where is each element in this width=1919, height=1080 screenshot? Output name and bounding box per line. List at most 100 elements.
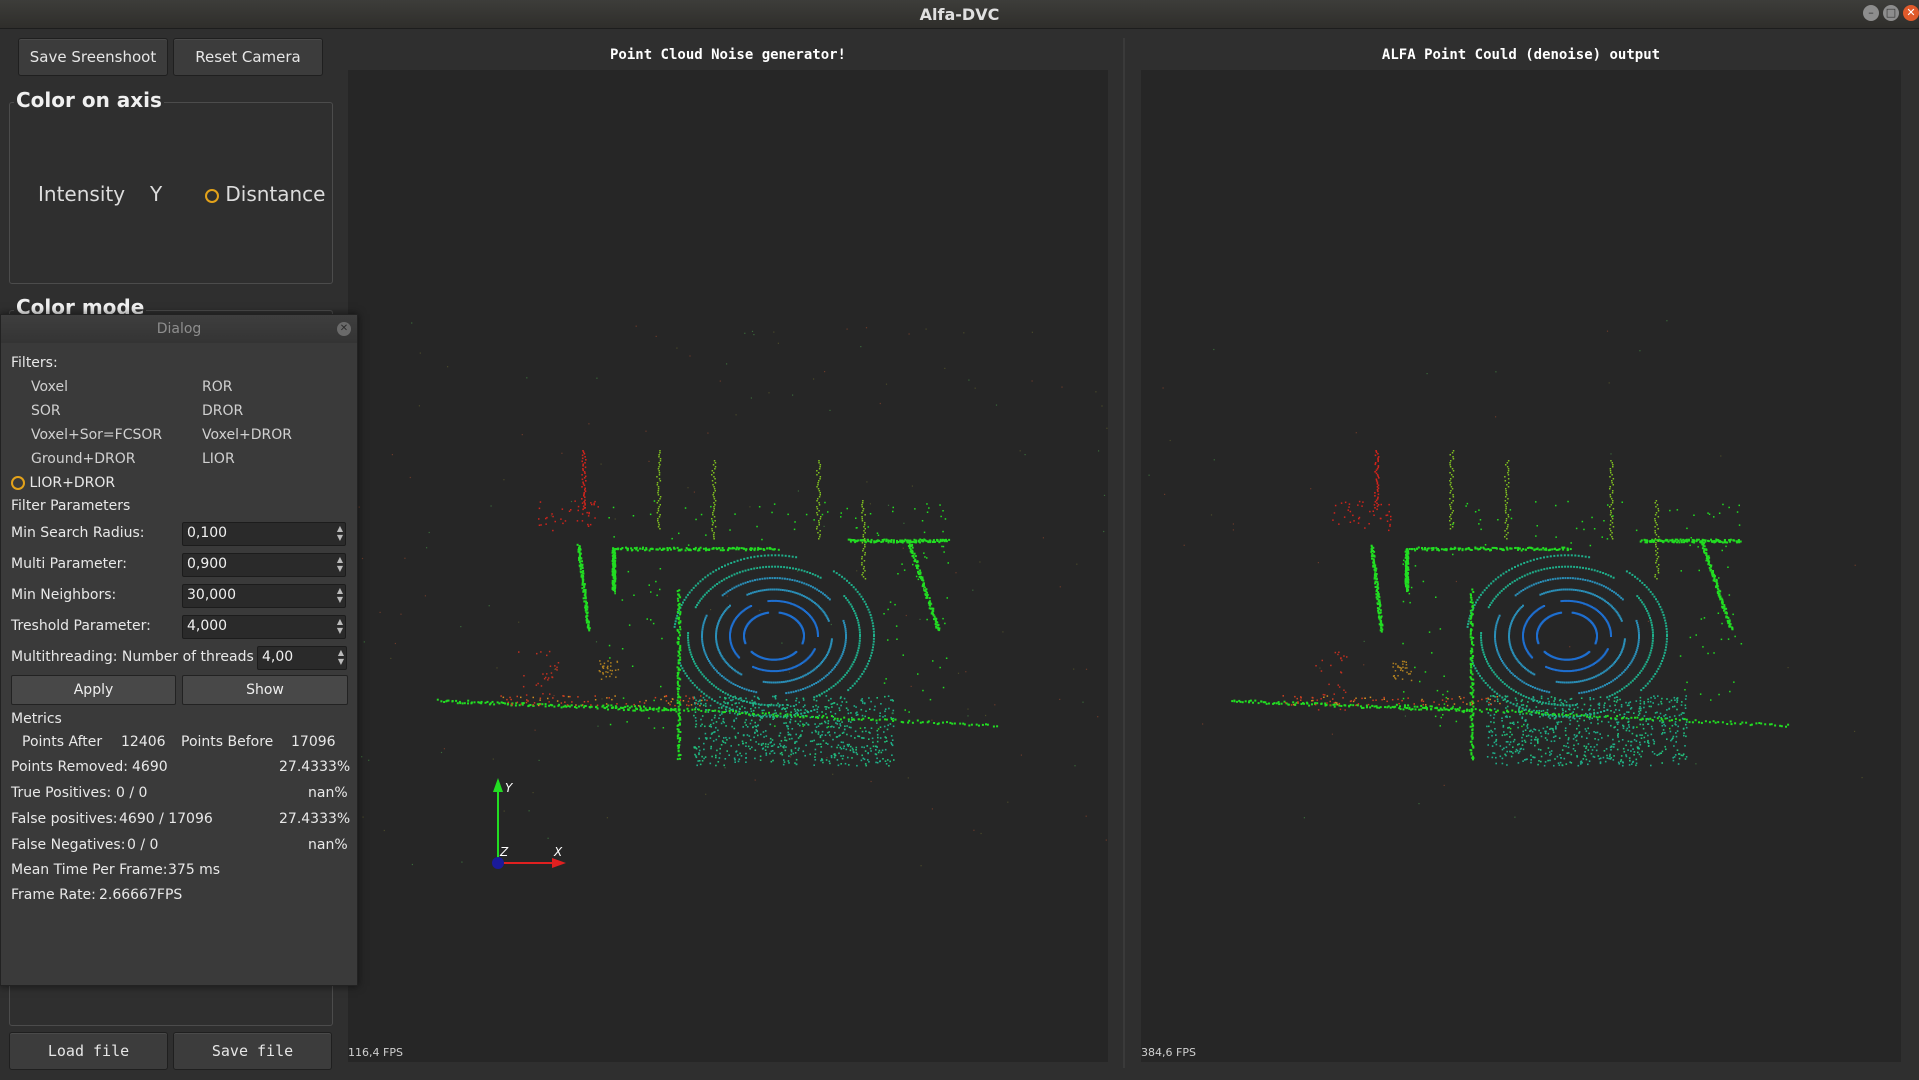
- cloud-point: [741, 686, 744, 689]
- cloud-point: [611, 669, 613, 672]
- cloud-point: [661, 709, 664, 712]
- cloud-point: [963, 332, 965, 334]
- cloud-point: [1509, 716, 1511, 718]
- cloud-point: [584, 456, 586, 458]
- cloud-point: [718, 547, 721, 550]
- cloud-point: [733, 669, 736, 672]
- cloud-point: [941, 539, 944, 542]
- cloud-point: [791, 737, 793, 740]
- cloud-point: [1555, 549, 1558, 551]
- cloud-point: [1411, 548, 1413, 551]
- cloud-point: [1517, 692, 1520, 695]
- radio-intensity[interactable]: Intensity: [38, 182, 126, 206]
- cloud-point: [1486, 725, 1488, 728]
- cloud-point: [586, 611, 589, 614]
- cloud-point: [1497, 677, 1500, 680]
- cloud-point: [1527, 734, 1530, 737]
- cloud-point: [846, 733, 848, 736]
- cloud-point: [1578, 717, 1581, 720]
- save-file-button[interactable]: Save file: [173, 1032, 332, 1070]
- cloud-point: [743, 734, 745, 736]
- left-point-cloud-view[interactable]: Y Z X 116,4 FPS: [348, 70, 1108, 1062]
- cloud-point: [648, 584, 650, 586]
- right-point-cloud-view[interactable]: 384,6 FPS: [1141, 70, 1901, 1062]
- cloud-point: [671, 708, 674, 711]
- cloud-point: [1613, 608, 1616, 611]
- cloud-point: [889, 760, 891, 763]
- cloud-point: [659, 496, 662, 498]
- cloud-point: [783, 715, 786, 718]
- cloud-point: [771, 588, 774, 591]
- cloud-point: [797, 689, 800, 692]
- cloud-point: [1681, 712, 1684, 714]
- cloud-point: [1568, 717, 1570, 719]
- load-file-button[interactable]: Load file: [9, 1032, 168, 1070]
- cloud-point: [461, 861, 463, 863]
- cloud-point: [583, 588, 586, 591]
- cloud-point: [797, 568, 800, 571]
- cloud-point: [604, 707, 607, 710]
- cloud-point: [1007, 801, 1009, 803]
- cloud-point: [835, 572, 838, 575]
- cloud-point: [1676, 730, 1679, 732]
- cloud-point: [1666, 717, 1669, 720]
- cloud-point: [1501, 681, 1504, 684]
- cloud-point: [586, 511, 588, 514]
- cloud-point: [728, 680, 731, 683]
- cloud-point: [1625, 570, 1628, 573]
- cloud-point: [424, 595, 426, 597]
- cloud-point: [1576, 589, 1579, 592]
- cloud-point: [942, 686, 945, 689]
- cloud-point: [1501, 734, 1504, 737]
- cloud-point: [1558, 612, 1561, 615]
- cloud-point: [1508, 634, 1510, 637]
- save-screenshot-button[interactable]: Save Sreenshoot: [18, 38, 168, 76]
- cloud-point: [845, 701, 848, 703]
- cloud-point: [1534, 738, 1536, 741]
- cloud-point: [1647, 698, 1649, 701]
- cloud-point: [769, 547, 772, 550]
- cloud-point: [1609, 755, 1611, 757]
- cloud-point: [522, 685, 525, 688]
- cloud-point: [1676, 697, 1679, 699]
- cloud-point: [1617, 736, 1619, 738]
- cloud-point: [719, 652, 722, 655]
- maximize-icon[interactable]: □: [1883, 5, 1899, 21]
- cloud-point: [708, 725, 711, 727]
- radio-distance[interactable]: Disntance: [205, 182, 326, 206]
- cloud-point: [840, 741, 843, 743]
- cloud-point: [587, 621, 590, 624]
- cloud-point: [1613, 755, 1615, 757]
- cloud-point: [1593, 756, 1596, 758]
- cloud-point: [934, 618, 937, 621]
- cloud-point: [1676, 699, 1679, 702]
- cloud-point: [705, 614, 708, 617]
- cloud-point: [696, 686, 698, 689]
- cloud-point: [523, 675, 525, 677]
- cloud-point: [725, 706, 727, 708]
- splitter[interactable]: [1123, 38, 1125, 1068]
- cloud-point: [561, 508, 564, 510]
- minimize-icon[interactable]: –: [1863, 5, 1879, 21]
- cloud-point: [959, 722, 962, 725]
- cloud-point: [570, 500, 573, 503]
- cloud-point: [732, 647, 735, 650]
- cloud-point: [759, 589, 762, 592]
- cloud-point: [578, 558, 581, 561]
- cloud-point: [818, 524, 820, 526]
- radio-y[interactable]: Y: [150, 182, 163, 206]
- cloud-point: [1609, 746, 1612, 749]
- cloud-point: [772, 670, 775, 673]
- cloud-point: [791, 579, 794, 581]
- cloud-point: [731, 645, 734, 648]
- cloud-point: [643, 705, 645, 708]
- cloud-point: [1563, 715, 1566, 717]
- cloud-point: [1643, 741, 1646, 743]
- cloud-point: [802, 688, 805, 690]
- close-icon[interactable]: ✕: [1903, 5, 1919, 21]
- reset-camera-button[interactable]: Reset Camera: [173, 38, 323, 76]
- cloud-point: [659, 498, 661, 500]
- cloud-point: [728, 664, 731, 667]
- cloud-point: [656, 502, 659, 504]
- cloud-point: [689, 679, 692, 682]
